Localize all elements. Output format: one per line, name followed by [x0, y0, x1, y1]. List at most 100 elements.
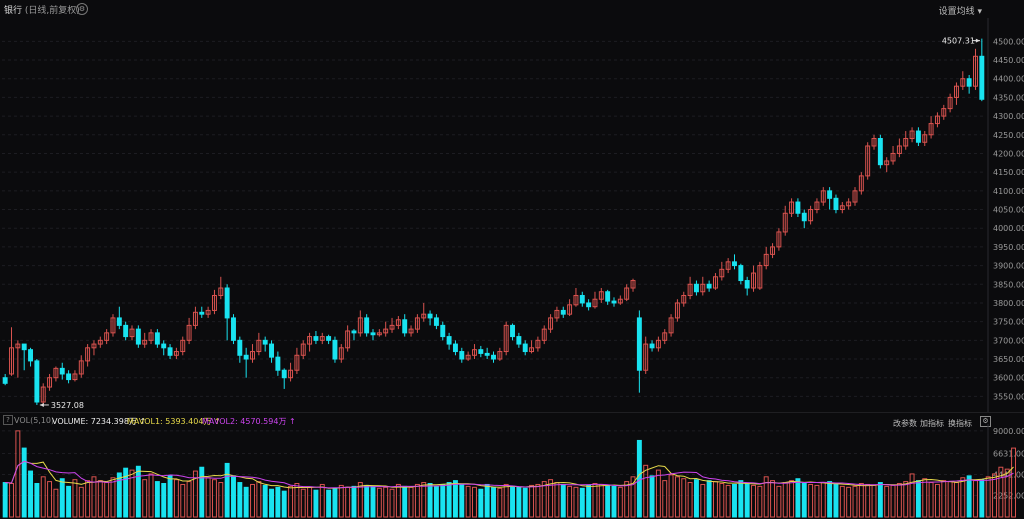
volume-legend: VOL(5,10) VOLUME: 7234.398万 ↑ MAVOL1: 53…	[0, 414, 1024, 428]
chart-title: 银行 (日线,前复权)	[4, 3, 80, 16]
candle-body	[472, 349, 477, 356]
candle-body	[624, 287, 630, 300]
volume-bar	[231, 475, 236, 518]
volume-bar	[491, 486, 496, 518]
volume-bar	[763, 476, 769, 518]
candle-body	[877, 138, 883, 166]
volume-bar	[858, 483, 864, 518]
y-tick-label: 4150.00	[993, 168, 1024, 177]
candle-body	[389, 324, 395, 330]
volume-bar	[21, 447, 27, 518]
volume-bar	[243, 486, 249, 518]
volume-bar	[300, 488, 306, 518]
volume-bar	[414, 483, 420, 518]
candle-body	[960, 78, 966, 87]
volume-bar	[928, 482, 934, 518]
volume-bar	[123, 467, 129, 518]
candle-body	[218, 287, 224, 296]
volume-bar	[484, 483, 490, 518]
candle-body	[636, 317, 642, 371]
volume-bar	[985, 476, 991, 518]
panel-divider	[0, 412, 1024, 413]
volume-bar	[47, 481, 53, 518]
candle-body	[28, 349, 34, 362]
volume-bar	[719, 483, 725, 518]
candle-body	[649, 343, 655, 349]
candle-body	[814, 201, 820, 211]
volume-bar	[104, 482, 110, 518]
candle-body	[9, 347, 14, 375]
candle-body	[116, 317, 122, 326]
candle-body	[446, 336, 452, 345]
candle-body	[205, 309, 211, 315]
volume-bar	[852, 485, 858, 518]
candle-body	[713, 276, 718, 289]
gear-icon[interactable]: ⚙	[76, 3, 88, 15]
high-price-label: 4507.31	[942, 37, 975, 46]
volume-bar	[922, 478, 928, 518]
volume-bar	[655, 469, 661, 518]
candle-body	[440, 324, 446, 338]
volume-bar	[110, 477, 116, 518]
candle-body	[529, 347, 535, 353]
volume-bar	[909, 473, 915, 518]
volume-bar	[433, 485, 439, 518]
volume-bar	[129, 469, 135, 518]
y-tick-label: 4200.00	[993, 149, 1024, 158]
y-tick-label: 3700.00	[993, 336, 1024, 345]
candle-body	[281, 369, 287, 379]
gear-icon[interactable]: ⚙	[980, 416, 991, 427]
candle-body	[896, 145, 902, 154]
candle-body	[630, 280, 636, 289]
candle-body	[123, 324, 129, 338]
candle-body	[770, 246, 776, 255]
volume-bar	[516, 486, 522, 518]
volume-bar	[256, 481, 262, 518]
add-indicator-button[interactable]: 加指标	[920, 419, 944, 428]
candle-body	[510, 324, 515, 338]
candle-body	[655, 339, 661, 349]
volume-bar	[389, 488, 395, 518]
volume-bar	[497, 487, 503, 518]
candle-body	[180, 339, 186, 353]
mavol2-line	[5, 460, 1014, 489]
volume-bar	[307, 486, 313, 518]
candle-body	[199, 311, 205, 315]
candlestick-chart[interactable]: 4500.00 4450.00 4400.00 4350.00 4300.00 4250.…	[0, 18, 1024, 412]
volume-bar	[700, 483, 706, 518]
candle-body	[161, 343, 167, 349]
candle-body	[674, 302, 680, 319]
volume-bar	[605, 484, 611, 518]
edit-params-button[interactable]: 改参数	[893, 419, 917, 428]
candle-body	[598, 291, 604, 300]
candle-body	[142, 339, 148, 345]
candle-body	[78, 360, 84, 375]
candle-body	[186, 324, 192, 341]
candle-body	[592, 298, 598, 308]
ma-settings-button[interactable]: 设置均线 ▾	[938, 7, 982, 17]
volume-chart[interactable]: 9000.00 6631.00 4441.00 2252.00	[0, 424, 1024, 519]
candle-body	[522, 343, 528, 353]
candle-body	[47, 377, 53, 388]
switch-indicator-button[interactable]: 换指标	[948, 419, 972, 428]
candle-body	[173, 351, 179, 356]
volume-bar	[224, 462, 230, 518]
volume-bar	[833, 483, 839, 518]
y-tick-label: 4100.00	[993, 187, 1024, 196]
candle-body	[224, 287, 230, 319]
y-tick-label: 4500.00	[993, 37, 1024, 46]
candle-body	[313, 336, 319, 341]
volume-bar	[53, 488, 59, 518]
volume-bar	[269, 488, 274, 518]
candle-body	[53, 367, 59, 379]
volume-bar	[161, 483, 167, 518]
candle-body	[231, 317, 236, 341]
question-icon[interactable]: ?	[3, 415, 13, 425]
y-tick-label: 3650.00	[993, 355, 1024, 364]
volume-bar	[846, 486, 852, 518]
volume-bar	[839, 485, 845, 518]
candle-body	[91, 343, 97, 349]
candle-body	[269, 343, 274, 358]
volume-bar	[674, 476, 680, 518]
candle-body	[744, 280, 750, 289]
